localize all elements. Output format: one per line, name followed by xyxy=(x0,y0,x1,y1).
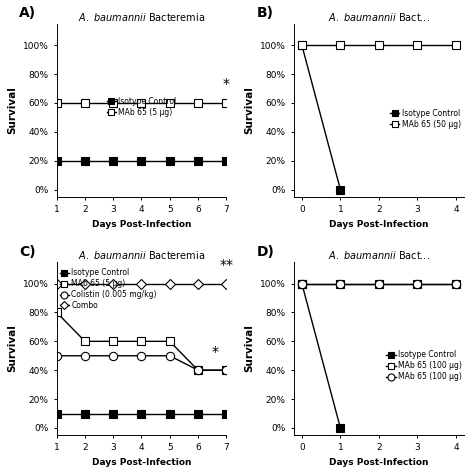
X-axis label: Days Post-Infection: Days Post-Infection xyxy=(92,219,191,228)
Title: $\it{A.\ baumannii}$ Bacteremia: $\it{A.\ baumannii}$ Bacteremia xyxy=(78,11,205,23)
Text: *: * xyxy=(223,77,230,91)
Y-axis label: Survival: Survival xyxy=(245,86,255,134)
Text: **: ** xyxy=(219,258,233,272)
Text: B): B) xyxy=(257,6,274,20)
Y-axis label: Survival: Survival xyxy=(245,325,255,373)
X-axis label: Days Post-Infection: Days Post-Infection xyxy=(329,219,428,228)
Y-axis label: Survival: Survival xyxy=(7,325,17,373)
Title: $\it{A.\ baumannii}$ Bact...: $\it{A.\ baumannii}$ Bact... xyxy=(328,249,430,261)
Legend: Isotype Control, MAb 65 (5 μg): Isotype Control, MAb 65 (5 μg) xyxy=(104,94,179,120)
Y-axis label: Survival: Survival xyxy=(7,86,17,134)
Legend: Isotype Control, MAb 65 (50 μg): Isotype Control, MAb 65 (50 μg) xyxy=(387,106,464,132)
X-axis label: Days Post-Infection: Days Post-Infection xyxy=(92,458,191,467)
Text: *: * xyxy=(211,345,219,359)
Text: D): D) xyxy=(257,245,275,259)
Legend: Isotype Control, MAb 65 (5 μg), Colistin (0.005 mg/kg), Combo: Isotype Control, MAb 65 (5 μg), Colistin… xyxy=(57,265,160,313)
X-axis label: Days Post-Infection: Days Post-Infection xyxy=(329,458,428,467)
Title: $\it{A.\ baumannii}$ Bacteremia: $\it{A.\ baumannii}$ Bacteremia xyxy=(78,249,205,261)
Text: C): C) xyxy=(19,245,36,259)
Text: A): A) xyxy=(19,6,36,20)
Title: $\it{A.\ baumannii}$ Bact...: $\it{A.\ baumannii}$ Bact... xyxy=(328,11,430,23)
Legend: Isotype Control, MAb 65 (100 μg), MAb 65 (100 μg) : Isotype Control, MAb 65 (100 μg), MAb 65… xyxy=(383,347,467,384)
